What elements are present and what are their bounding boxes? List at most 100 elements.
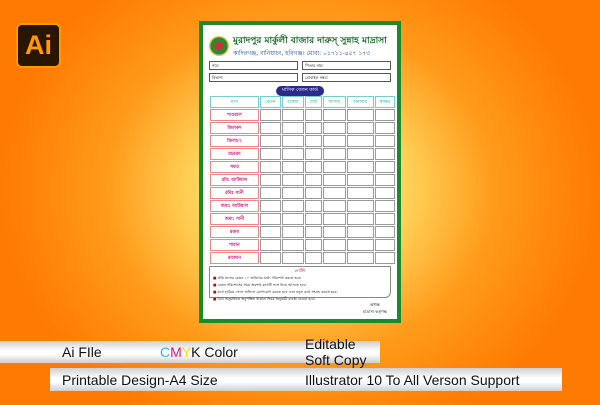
column-header: বকেয়া — [281, 96, 304, 108]
empty-cell — [259, 252, 281, 264]
father-name-field: পিতার নাম: — [302, 61, 391, 70]
empty-cell — [346, 135, 374, 147]
empty-cell — [259, 122, 281, 134]
column-header: মাস — [210, 96, 259, 108]
editable-label: Editable Soft Copy — [305, 336, 367, 368]
column-header: অনাদায় — [346, 96, 374, 108]
column-header: স্বাক্ষর — [374, 96, 395, 108]
month-cell: রবি: আউয়াল — [210, 174, 259, 186]
table-row: রবি: আউয়াল — [210, 174, 395, 186]
empty-cell — [374, 213, 395, 225]
feature-bar-2: Printable Design-A4 Size Illustrator 10 … — [50, 368, 562, 391]
empty-cell — [346, 148, 374, 160]
month-cell: শাবান — [210, 239, 259, 251]
empty-cell — [374, 239, 395, 251]
empty-cell — [374, 122, 395, 134]
empty-cell — [322, 161, 346, 173]
table-row: জিলহজ্ব — [210, 135, 395, 147]
month-cell: শাওয়াল — [210, 109, 259, 121]
empty-cell — [322, 135, 346, 147]
empty-cell — [346, 226, 374, 238]
empty-cell — [374, 187, 395, 199]
empty-cell — [322, 122, 346, 134]
note-line: বেতন পরিশোধের সময় অবশ্যই কার্ডটি সঙ্গে … — [213, 282, 387, 289]
month-cell: সফর — [210, 161, 259, 173]
document-title: মুরাদপুর মার্কুলী বাজার দারুস্ সুন্নাহ ম… — [233, 36, 387, 46]
fee-card-document: মুরাদপুর মার্কুলী বাজার দারুস্ সুন্নাহ ম… — [199, 21, 401, 323]
cmyk-y: Y — [181, 344, 192, 360]
empty-cell — [374, 161, 395, 173]
empty-cell — [281, 109, 304, 121]
empty-cell — [259, 109, 281, 121]
month-cell: রজব — [210, 226, 259, 238]
empty-cell — [346, 252, 374, 264]
empty-cell — [281, 213, 304, 225]
empty-cell — [259, 148, 281, 160]
illustrator-logo: Ai — [16, 23, 61, 68]
signature-title: অধ্যক্ষ — [369, 302, 381, 307]
empty-cell — [322, 239, 346, 251]
info-fields: নাম: পিতার নাম: বিভাগ: মোবাইল নম্বর: — [209, 61, 391, 85]
table-row: রমজান — [210, 252, 395, 264]
table-row: মহররম — [210, 148, 395, 160]
empty-cell — [305, 148, 322, 160]
empty-cell — [259, 161, 281, 173]
empty-cell — [305, 187, 322, 199]
empty-cell — [305, 239, 322, 251]
empty-cell — [281, 135, 304, 147]
empty-cell — [374, 200, 395, 212]
empty-cell — [259, 239, 281, 251]
notes-box: নোটিশ প্রতি মাসের বেতন ১০ তারিখের মধ্যে … — [209, 266, 391, 301]
empty-cell — [305, 213, 322, 225]
empty-cell — [346, 109, 374, 121]
empty-cell — [322, 148, 346, 160]
signature-block: অধ্যক্ষ মাদ্রাসা কর্তৃপক্ষ — [363, 302, 387, 316]
empty-cell — [346, 122, 374, 134]
support-label: Illustrator 10 To All Verson Support — [305, 371, 520, 388]
empty-cell — [305, 161, 322, 173]
empty-cell — [322, 109, 346, 121]
name-field: নাম: — [209, 61, 298, 70]
empty-cell — [346, 239, 374, 251]
empty-cell — [305, 109, 322, 121]
document-header: মুরাদপুর মার্কুলী বাজার দারুস্ সুন্নাহ ম… — [209, 31, 391, 61]
table-row: শাবান — [210, 239, 395, 251]
empty-cell — [281, 187, 304, 199]
empty-cell — [346, 174, 374, 186]
empty-cell — [259, 200, 281, 212]
table-row: জমা: আউয়াল — [210, 200, 395, 212]
empty-cell — [281, 226, 304, 238]
empty-cell — [281, 148, 304, 160]
empty-cell — [322, 252, 346, 264]
note-line: বিনা অনুমতিতে অনুপস্থিত থাকলে নিয়ম অনুয… — [213, 296, 387, 303]
table-row: রবিঃ সানী — [210, 187, 395, 199]
empty-cell — [305, 174, 322, 186]
empty-cell — [259, 187, 281, 199]
cmyk-m: M — [170, 344, 182, 360]
empty-cell — [305, 252, 322, 264]
printable-label: Printable Design-A4 Size — [62, 371, 218, 388]
empty-cell — [322, 213, 346, 225]
empty-cell — [374, 109, 395, 121]
empty-cell — [322, 174, 346, 186]
empty-cell — [346, 213, 374, 225]
madrasa-seal-icon — [209, 36, 229, 56]
empty-cell — [281, 122, 304, 134]
note-line: কার্ড হারিয়ে গেলে অফিসে যোগাযোগ করতে হব… — [213, 289, 387, 296]
table-row: শাওয়াল — [210, 109, 395, 121]
month-cell: জিলকদ — [210, 122, 259, 134]
month-cell: রবিঃ সানী — [210, 187, 259, 199]
empty-cell — [259, 226, 281, 238]
table-row: সফর — [210, 161, 395, 173]
empty-cell — [322, 200, 346, 212]
empty-cell — [322, 226, 346, 238]
cmyk-label: CMYK Color — [160, 344, 238, 360]
month-cell: মহররম — [210, 148, 259, 160]
card-title-badge: মাসিক বেতন কার্ড — [276, 86, 324, 96]
empty-cell — [281, 239, 304, 251]
empty-cell — [374, 174, 395, 186]
empty-cell — [374, 148, 395, 160]
empty-cell — [259, 135, 281, 147]
month-cell: জিলহজ্ব — [210, 135, 259, 147]
empty-cell — [305, 135, 322, 147]
